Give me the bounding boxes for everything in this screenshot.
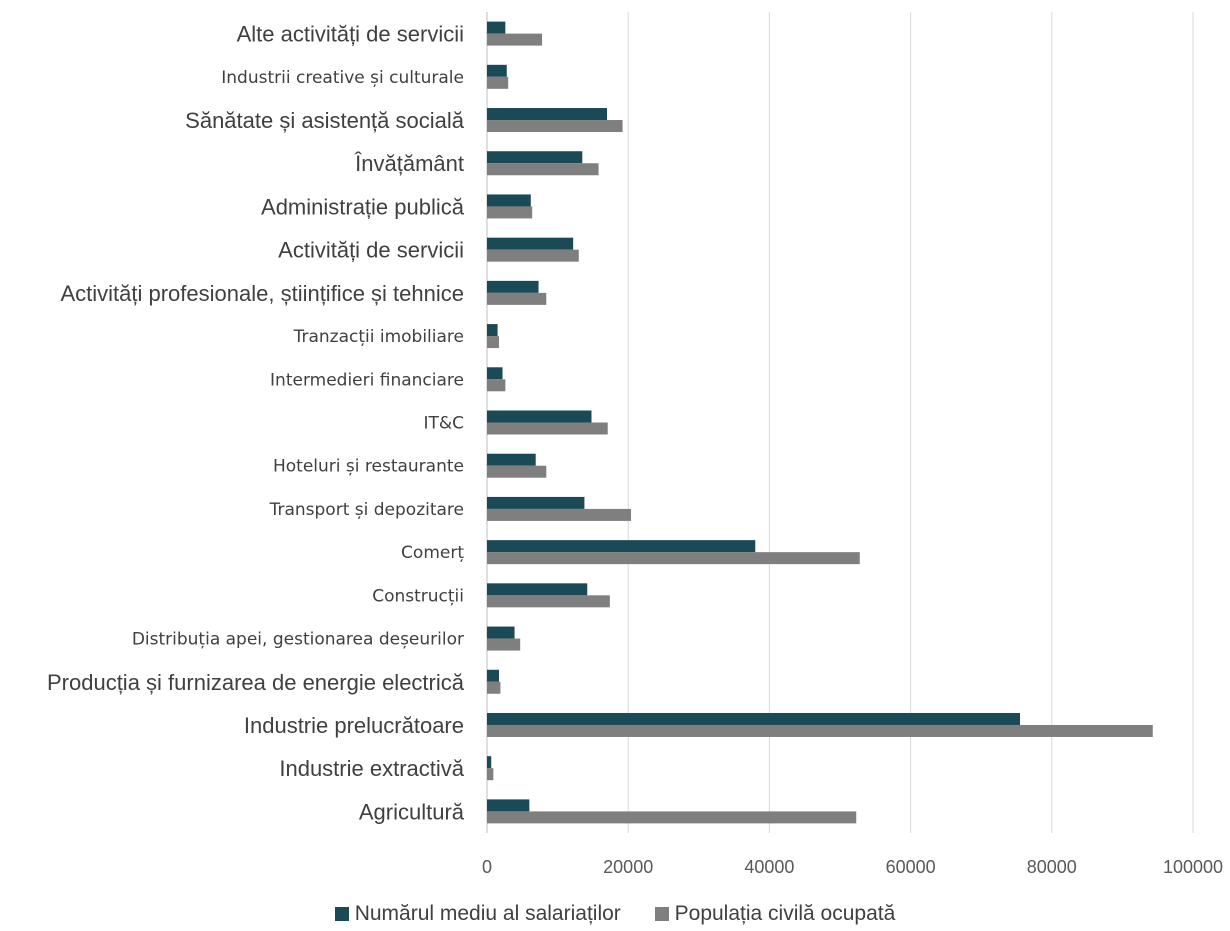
bar-salariati xyxy=(487,64,507,77)
bar-salariati xyxy=(487,21,506,34)
category-label: Agricultură xyxy=(359,799,465,824)
bar-populatie xyxy=(487,638,521,651)
bar-populatie xyxy=(487,422,608,435)
bar-populatie xyxy=(487,292,547,305)
bar-salariati xyxy=(487,540,756,553)
bar-populatie xyxy=(487,724,1153,737)
bar-populatie xyxy=(487,811,857,824)
bar-populatie xyxy=(487,768,494,781)
bar-populatie xyxy=(487,336,500,349)
bar-populatie xyxy=(487,33,543,46)
legend-item-populatie: Populația civilă ocupată xyxy=(654,902,896,926)
category-label: Activități de servicii xyxy=(278,238,464,263)
legend-item-salariati: Numărul mediu al salariaților xyxy=(334,902,621,926)
category-label: Industrie prelucrătoare xyxy=(244,713,464,738)
category-label: Industrie extractivă xyxy=(279,756,464,781)
bar-salariati xyxy=(487,410,592,423)
bar-salariati xyxy=(487,626,515,639)
category-label: IT&C xyxy=(423,414,464,434)
bar-salariati xyxy=(487,583,588,596)
bar-populatie xyxy=(487,465,547,478)
bar-populatie xyxy=(487,379,506,392)
bar-populatie xyxy=(487,120,623,133)
x-tick-labels: 0 20000 40000 60000 80000 100000 xyxy=(482,857,1223,877)
bar-populatie xyxy=(487,508,632,521)
x-tick-label: 20000 xyxy=(603,857,653,877)
category-label: Intermedieri financiare xyxy=(270,370,464,390)
category-labels: Alte activități de servicii Industrii cre… xyxy=(47,22,465,825)
bar-populatie xyxy=(487,249,579,262)
category-label: Producția și furnizarea de energie elect… xyxy=(47,670,465,695)
bar-salariati xyxy=(487,151,583,164)
bar-populatie xyxy=(487,76,509,89)
bar-salariati xyxy=(487,453,536,466)
legend-label-populatie: Populația civilă ocupată xyxy=(674,902,896,925)
category-label: Alte activități de servicii xyxy=(237,22,464,47)
legend-swatch-populatie xyxy=(654,907,669,921)
category-label: Sănătate și asistență socială xyxy=(185,108,465,133)
bar-salariati xyxy=(487,367,503,380)
x-tick-label: 0 xyxy=(482,857,492,877)
bar-salariati xyxy=(487,194,531,207)
bar-salariati xyxy=(487,799,530,812)
category-label: Administrație publică xyxy=(261,194,465,219)
legend: Numărul mediu al salariaților Populația … xyxy=(0,902,1230,927)
category-label: Activități profesionale, științifice și … xyxy=(60,281,464,306)
bar-populatie xyxy=(487,163,599,176)
category-label: Transport și depozitare xyxy=(269,500,464,520)
bar-populatie xyxy=(487,206,533,219)
category-label: Învățământ xyxy=(354,151,464,176)
bars xyxy=(487,21,1153,824)
gridlines xyxy=(486,12,1194,833)
bar-salariati xyxy=(487,496,585,509)
x-tick-label: 60000 xyxy=(886,857,936,877)
bar-salariati xyxy=(487,712,1021,725)
bar-populatie xyxy=(487,595,610,608)
x-tick-label: 100000 xyxy=(1163,857,1223,877)
bar-salariati xyxy=(487,280,539,293)
bar-salariati xyxy=(487,669,500,682)
category-label: Tranzacții imobiliare xyxy=(293,327,464,347)
bar-populatie xyxy=(487,552,860,565)
category-label: Hoteluri și restaurante xyxy=(273,457,464,477)
x-tick-label: 80000 xyxy=(1027,857,1077,877)
bar-populatie xyxy=(487,681,501,694)
category-label: Construcții xyxy=(372,586,464,606)
bar-salariati xyxy=(487,756,492,769)
legend-label-salariati: Numărul mediu al salariaților xyxy=(354,902,621,925)
category-label: Industrii creative și culturale xyxy=(221,68,464,88)
bar-salariati xyxy=(487,237,574,250)
bar-salariati xyxy=(487,108,608,121)
bar-salariati xyxy=(487,324,498,337)
x-tick-label: 40000 xyxy=(744,857,794,877)
category-label: Comerț xyxy=(401,543,464,563)
legend-swatch-salariati xyxy=(334,907,349,921)
category-label: Distribuția apei, gestionarea deșeurilor xyxy=(132,630,464,650)
